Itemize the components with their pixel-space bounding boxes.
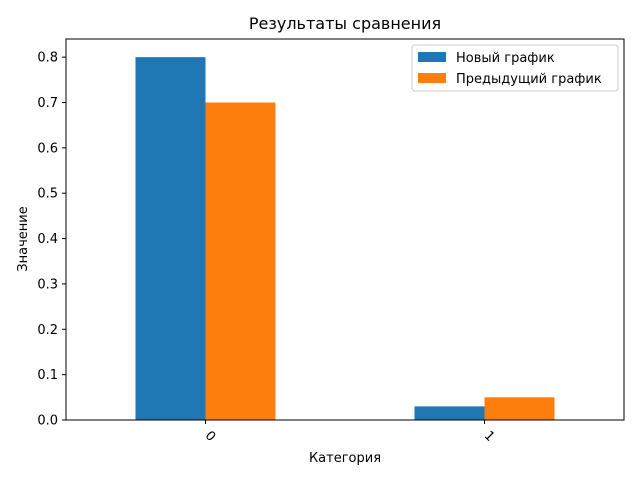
plot-frame [65, 38, 625, 421]
legend-box [411, 44, 619, 92]
y-tick-label-8: 0.8 [37, 51, 58, 66]
legend-swatch-1 [418, 73, 446, 83]
x-tick-label-1: 1 [481, 428, 497, 444]
legend-swatch-0 [418, 52, 446, 62]
legend-label-1: Предыдущий график [456, 72, 602, 87]
y-tick-label-0: 0.0 [37, 414, 58, 429]
legend: Новый график Предыдущий график [411, 44, 619, 92]
x-axis-label: Категория [309, 451, 381, 466]
y-tick-label-3: 0.3 [37, 277, 58, 292]
y-tick-label-1: 0.1 [37, 368, 58, 383]
bar-1-0 [205, 102, 276, 420]
x-tick-label-0: 0 [202, 428, 218, 444]
legend-label-0: Новый график [456, 51, 555, 66]
y-tick-label-5: 0.5 [37, 187, 58, 202]
bar-0-0 [135, 57, 206, 421]
y-tick-label-2: 0.2 [37, 323, 58, 338]
y-tick-label-7: 0.7 [37, 96, 58, 111]
y-tick-label-4: 0.4 [37, 232, 58, 247]
plot-area: 0.0 0.1 0.2 0.3 0.4 0.5 0.6 0.7 0.8 0 1 [37, 38, 625, 445]
bar-0-1 [414, 406, 485, 420]
bar-1-1 [484, 397, 555, 420]
y-tick-label-6: 0.6 [37, 141, 58, 156]
chart-title: Результаты сравнения [249, 14, 441, 33]
y-axis-label: Значение [16, 206, 31, 271]
